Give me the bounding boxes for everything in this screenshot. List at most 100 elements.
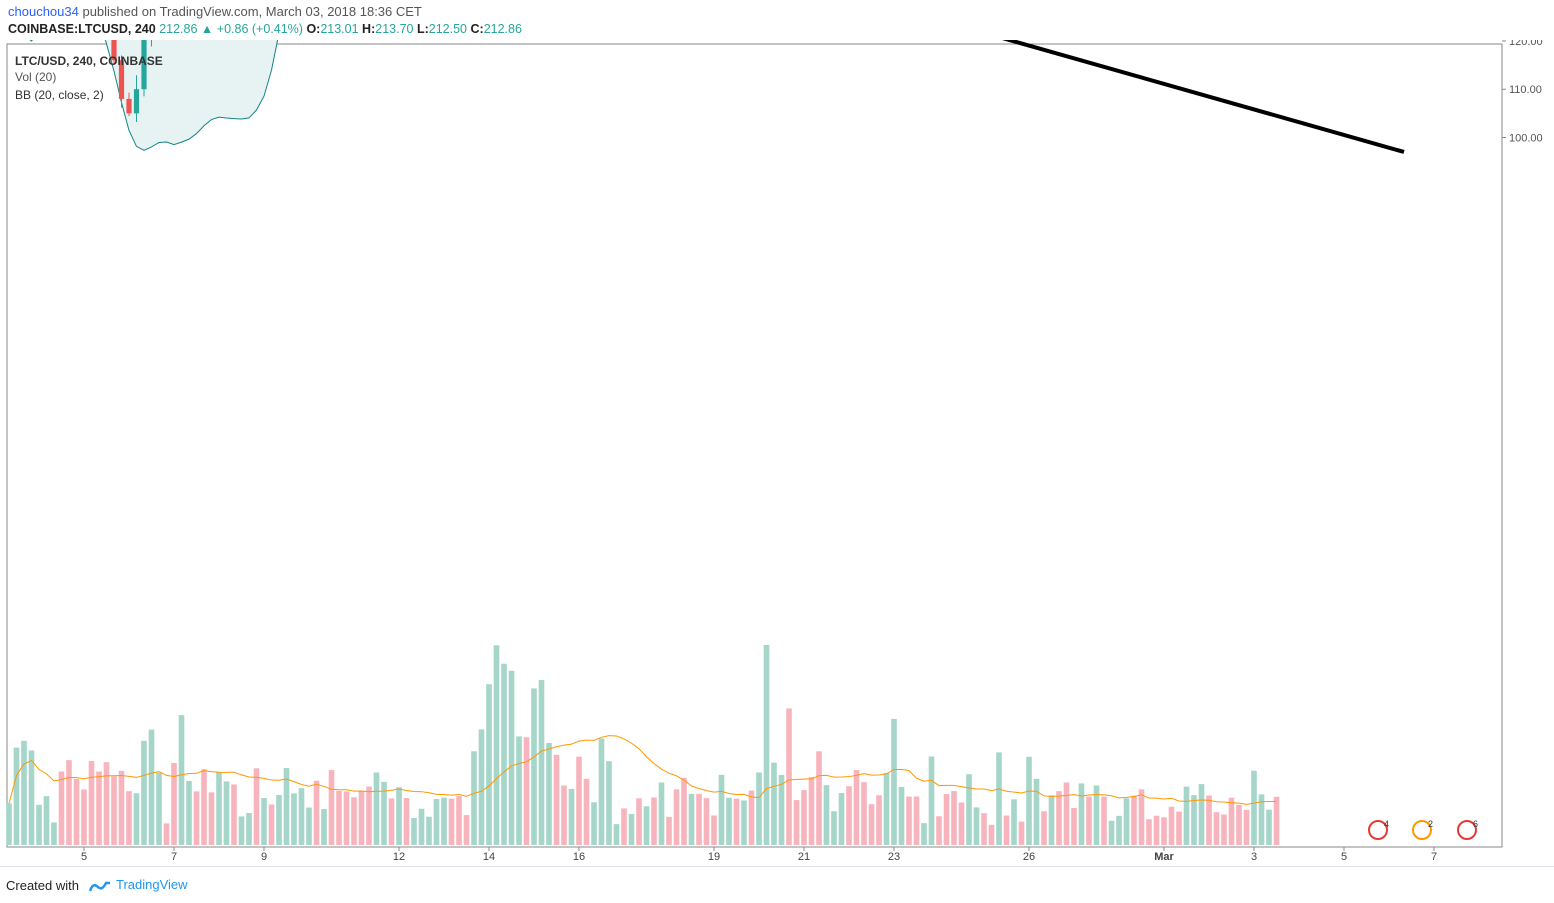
volume-bar (73, 778, 80, 845)
volume-bar (66, 760, 72, 845)
candle (126, 92, 132, 117)
x-tick-label: 12 (393, 851, 405, 863)
y-tick-label: 120.00 (1509, 40, 1543, 48)
volume-bar (373, 772, 380, 845)
volume-bar (321, 809, 327, 845)
volume-bar (343, 791, 350, 845)
volume-bar (433, 799, 440, 845)
x-tick-label: Mar (1154, 851, 1174, 863)
volume-bar (598, 738, 605, 845)
volume-bar (546, 742, 552, 845)
volume-bar (741, 800, 747, 845)
volume-bar (1206, 795, 1212, 845)
volume-bar (81, 789, 87, 845)
volume-bar (291, 793, 297, 845)
up-arrow-icon: ▲ (200, 22, 214, 36)
tradingview-link[interactable]: TradingView (88, 877, 188, 893)
low-label: L: (416, 22, 429, 36)
volume-bar (1228, 797, 1235, 845)
volume-bar (411, 817, 417, 845)
open-label: O: (306, 22, 321, 36)
volume-bar (28, 750, 35, 845)
volume-bar (111, 776, 117, 845)
volume-bar (448, 798, 455, 845)
volume-bar (208, 792, 215, 845)
svg-text:4: 4 (1384, 819, 1389, 829)
volume-bar (711, 815, 717, 845)
volume-bar (388, 798, 395, 845)
x-tick-label: 26 (1023, 851, 1035, 863)
legend-bollinger: BB (20, close, 2) (15, 88, 104, 102)
volume-bar (1123, 798, 1130, 845)
volume-bar (358, 790, 365, 845)
volume-bar (268, 804, 275, 845)
volume-bar (733, 798, 740, 845)
volume-bar (876, 795, 882, 845)
volume-ma-line (8, 735, 1277, 805)
volume-bar (801, 790, 807, 845)
volume-bar (1236, 804, 1242, 845)
volume-bar (568, 788, 575, 845)
last-price: 212.86 (159, 22, 198, 36)
volume-bar (276, 794, 282, 845)
price-chart[interactable]: LTC/USD, 240, COINBASE Vol (20) BB (20, … (0, 40, 1554, 866)
volume-bar (703, 798, 710, 845)
volume-bar (21, 740, 27, 845)
volume-bar (951, 791, 957, 845)
volume-bar (1086, 796, 1092, 845)
volume-bar (1273, 796, 1280, 845)
volume-bar (36, 804, 42, 845)
volume-bar (156, 772, 162, 845)
volume-bar (478, 729, 485, 845)
publisher-username[interactable]: chouchou34 (8, 4, 79, 19)
x-tick-label: 5 (81, 851, 87, 863)
volume-bar (246, 813, 252, 845)
volume-bar (118, 770, 125, 845)
volume-bar (561, 785, 567, 845)
volume-bar (793, 800, 800, 845)
volume-bar (163, 823, 170, 845)
high-value: 213.70 (375, 22, 414, 36)
volume-bar (1153, 815, 1160, 845)
x-tick-label: 14 (483, 851, 495, 863)
x-tick-label: 7 (1431, 851, 1437, 863)
event-flag-us-2[interactable]: 2 (1412, 819, 1433, 840)
volume-bar (43, 796, 50, 845)
volume-bar (921, 823, 927, 845)
volume-bar (606, 761, 612, 845)
volume-bar (898, 786, 905, 845)
event-flag-us-4[interactable]: 4 (1368, 819, 1389, 840)
price-axis[interactable]: 100.00110.00120.00130.00140.00150.00160.… (1502, 40, 1549, 145)
time-axis[interactable]: 5 7 9 12 14 16 19 21 23 26 Mar 3 5 7 (81, 847, 1437, 863)
volume-bar (763, 645, 770, 845)
volume-bar (943, 794, 950, 845)
volume-bar (1258, 794, 1265, 845)
tradingview-logo-icon (88, 881, 110, 891)
volume-bar (283, 767, 290, 845)
volume-bar (471, 751, 477, 845)
volume-bar (313, 780, 320, 845)
volume-bar (913, 796, 920, 845)
bollinger-bands (29, 40, 279, 151)
volume-bar (576, 756, 582, 845)
volume-bar (381, 781, 387, 845)
close-label: C: (470, 22, 484, 36)
volume-bar (658, 782, 665, 845)
volume-bar (456, 796, 462, 845)
volume-bar (463, 815, 470, 845)
tradingview-brand: TradingView (116, 877, 188, 892)
volume-bar (1093, 785, 1100, 845)
volume-bar (1026, 756, 1032, 845)
economic-events[interactable]: 4 2 6 (1368, 819, 1478, 840)
volume-bar (1108, 820, 1115, 845)
volume-bar (861, 782, 867, 845)
volume-bar (51, 822, 57, 845)
candlesticks (111, 40, 152, 122)
volume-bar (636, 798, 642, 845)
volume-bar (883, 772, 890, 845)
volume-bar (96, 771, 102, 845)
event-flag-us-6[interactable]: 6 (1457, 819, 1478, 840)
legend-volume: Vol (20) (15, 70, 56, 84)
volume-bar (396, 787, 402, 845)
bb-fill (30, 40, 278, 151)
